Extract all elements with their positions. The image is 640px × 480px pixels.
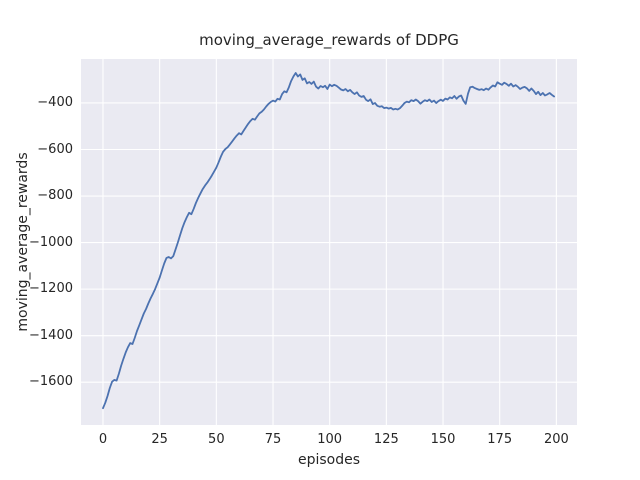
gridlines	[81, 59, 577, 425]
x-axis-label: episodes	[297, 452, 361, 468]
y-tick-label: −600	[37, 141, 73, 157]
x-tick-label: 200	[543, 432, 569, 447]
y-axis-label: moving_average_rewards	[15, 152, 31, 332]
axes-background	[81, 59, 577, 425]
x-tick-label: 175	[487, 432, 513, 447]
x-tick-label: 0	[98, 432, 108, 447]
chart-svg	[81, 59, 577, 425]
x-tick-label: 50	[208, 432, 225, 447]
x-tick-label: 25	[151, 432, 168, 447]
y-tick-label: −800	[37, 188, 73, 204]
y-tick-label: −1600	[29, 374, 73, 390]
chart-title: moving_average_rewards of DDPG	[199, 31, 459, 49]
y-tick-label: −1000	[29, 234, 73, 250]
plot-area	[81, 59, 577, 425]
reward-line	[102, 72, 556, 410]
x-tick-label: 125	[373, 432, 399, 447]
y-tick-label: −1400	[29, 327, 73, 343]
y-tick-label: −1200	[29, 281, 73, 297]
x-tick-label: 100	[317, 432, 343, 447]
x-tick-label: 150	[430, 432, 456, 447]
x-tick-label: 75	[264, 432, 282, 447]
y-tick-label: −400	[37, 94, 73, 110]
